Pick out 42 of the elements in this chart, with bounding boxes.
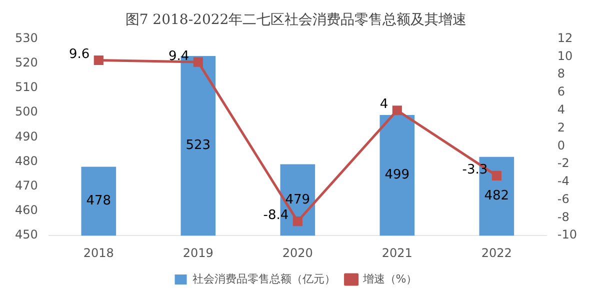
point <box>94 55 104 66</box>
y2-tick-label: 2 <box>557 120 566 134</box>
data-label: 479 <box>285 192 310 208</box>
y-tick-label: 470 <box>15 178 38 193</box>
y-tick-label: 450 <box>15 228 38 242</box>
y2-tick-label: -10 <box>557 228 578 242</box>
point <box>292 216 302 226</box>
y2-tick-label: -6 <box>557 192 570 206</box>
data-label: 9.6 <box>68 47 90 62</box>
data-label: 9.4 <box>168 48 190 64</box>
point <box>492 170 502 180</box>
legend-label: 社会消费品零售总额（亿元） <box>192 272 336 286</box>
chart-title: 图7 2018-2022年二七区社会消费品零售总额及其增速 <box>125 12 467 28</box>
y-tick-label: 530 <box>15 30 38 45</box>
legend-label: 增速（%） <box>362 272 418 286</box>
y-tick-label: 490 <box>15 129 38 144</box>
data-label: 482 <box>484 188 510 204</box>
x-tick-label: 2020 <box>282 246 313 260</box>
point <box>392 106 402 116</box>
y2-tick-label: -8 <box>557 210 570 224</box>
y2-tick-label: 8 <box>557 66 566 81</box>
y-tick-label: 520 <box>15 56 38 70</box>
y-tick-label: 510 <box>15 80 38 94</box>
y2-tick-label: 12 <box>557 30 573 45</box>
data-label: 478 <box>86 194 112 209</box>
y2-tick-label: 6 <box>557 84 566 99</box>
y2-tick-label: 0 <box>557 138 566 152</box>
y-tick-label: 460 <box>15 203 38 218</box>
x-tick-label: 2018 <box>83 246 114 260</box>
data-label: 523 <box>186 138 211 154</box>
y2-tick-label: -2 <box>557 156 570 170</box>
x-tick-label: 2021 <box>382 246 412 260</box>
data-label: 4 <box>380 97 388 112</box>
y2-tick-label: 10 <box>557 48 573 63</box>
data-label: 499 <box>384 168 410 183</box>
x-tick-label: 2022 <box>481 246 512 260</box>
y2-tick-label: 4 <box>557 102 566 116</box>
y2-tick-label: -4 <box>557 174 570 188</box>
x-tick-label: 2019 <box>182 246 214 260</box>
y-tick-label: 480 <box>15 154 38 168</box>
point <box>193 57 203 67</box>
y-tick-label: 500 <box>15 104 38 119</box>
